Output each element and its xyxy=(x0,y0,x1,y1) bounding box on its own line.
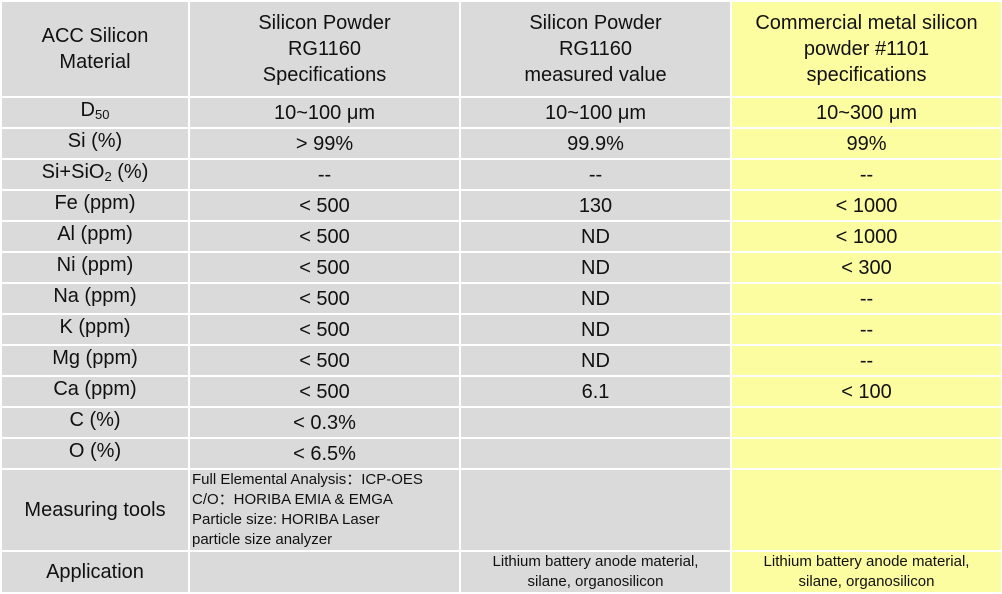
table-row: Al (ppm) < 500 ND < 1000 xyxy=(0,220,1002,253)
measured-value: 10~100 μm xyxy=(459,96,732,129)
table-row: Mg (ppm) < 500 ND -- xyxy=(0,344,1002,377)
measured-value: -- xyxy=(459,158,732,191)
spec-value: < 500 xyxy=(188,375,461,408)
commercial-value: < 1000 xyxy=(730,189,1002,222)
measured-value: ND xyxy=(459,220,732,253)
table-row: Si (%) > 99% 99.9% 99% xyxy=(0,127,1002,160)
commercial-value: -- xyxy=(730,344,1002,377)
header-spec: Silicon Powder RG1160 Specifications xyxy=(188,0,461,98)
row-label: C (%) xyxy=(0,406,190,439)
row-label: Al (ppm) xyxy=(0,220,190,253)
measuring-tools-commercial xyxy=(730,468,1002,552)
row-label: Si+SiO2 (%) xyxy=(0,158,190,191)
measured-value: ND xyxy=(459,251,732,284)
spec-value: < 500 xyxy=(188,282,461,315)
measured-value xyxy=(459,406,732,439)
table-row: Fe (ppm) < 500 130 < 1000 xyxy=(0,189,1002,222)
table-row: D50 10~100 μm 10~100 μm 10~300 μm xyxy=(0,96,1002,129)
header-commercial: Commercial metal silicon powder #1101 sp… xyxy=(730,0,1002,98)
row-label: Ni (ppm) xyxy=(0,251,190,284)
spec-value: < 500 xyxy=(188,344,461,377)
commercial-value xyxy=(730,437,1002,470)
row-label: Na (ppm) xyxy=(0,282,190,315)
measuring-tools-label: Measuring tools xyxy=(0,468,190,552)
table-row: Na (ppm) < 500 ND -- xyxy=(0,282,1002,315)
measured-value: 99.9% xyxy=(459,127,732,160)
measured-value: 6.1 xyxy=(459,375,732,408)
spec-value: < 0.3% xyxy=(188,406,461,439)
table-row: O (%) < 6.5% xyxy=(0,437,1002,470)
spec-value: < 500 xyxy=(188,251,461,284)
spec-value: < 500 xyxy=(188,313,461,346)
spec-value: < 6.5% xyxy=(188,437,461,470)
spec-value: -- xyxy=(188,158,461,191)
commercial-value: < 100 xyxy=(730,375,1002,408)
row-label: K (ppm) xyxy=(0,313,190,346)
commercial-value: -- xyxy=(730,313,1002,346)
table-row: C (%) < 0.3% xyxy=(0,406,1002,439)
table-row: K (ppm) < 500 ND -- xyxy=(0,313,1002,346)
commercial-value: < 1000 xyxy=(730,220,1002,253)
measuring-tools-measured xyxy=(459,468,732,552)
spec-value: > 99% xyxy=(188,127,461,160)
spec-value: < 500 xyxy=(188,189,461,222)
application-row: Application Lithium battery anode materi… xyxy=(0,550,1002,594)
measured-value: ND xyxy=(459,313,732,346)
header-row: ACC Silicon Material Silicon Powder RG11… xyxy=(0,0,1002,98)
measuring-tools-row: Measuring tools Full Elemental Analysis：… xyxy=(0,468,1002,552)
application-measured: Lithium battery anode material, silane, … xyxy=(459,550,732,594)
measured-value: ND xyxy=(459,282,732,315)
commercial-value xyxy=(730,406,1002,439)
header-measured: Silicon Powder RG1160 measured value xyxy=(459,0,732,98)
measuring-tools-details: Full Elemental Analysis：ICP-OES C/O：HORI… xyxy=(188,468,461,552)
commercial-value: -- xyxy=(730,158,1002,191)
measured-value xyxy=(459,437,732,470)
measured-value: ND xyxy=(459,344,732,377)
spec-value: 10~100 μm xyxy=(188,96,461,129)
row-label: Ca (ppm) xyxy=(0,375,190,408)
row-label: Fe (ppm) xyxy=(0,189,190,222)
application-label: Application xyxy=(0,550,190,594)
row-label: D50 xyxy=(0,96,190,129)
measured-value: 130 xyxy=(459,189,732,222)
table-row: Si+SiO2 (%) -- -- -- xyxy=(0,158,1002,191)
tool-line: Particle size: HORIBA Laser xyxy=(192,511,380,528)
tool-line: C/O：HORIBA EMIA & EMGA xyxy=(192,491,393,508)
header-material: ACC Silicon Material xyxy=(0,0,190,98)
commercial-value: 99% xyxy=(730,127,1002,160)
spec-value: < 500 xyxy=(188,220,461,253)
row-label: Si (%) xyxy=(0,127,190,160)
commercial-value: -- xyxy=(730,282,1002,315)
tool-line: Full Elemental Analysis：ICP-OES xyxy=(192,471,423,488)
commercial-value: < 300 xyxy=(730,251,1002,284)
commercial-value: 10~300 μm xyxy=(730,96,1002,129)
application-spec xyxy=(188,550,461,594)
tool-line: particle size analyzer xyxy=(192,531,333,548)
row-label: O (%) xyxy=(0,437,190,470)
table-row: Ca (ppm) < 500 6.1 < 100 xyxy=(0,375,1002,408)
row-label: Mg (ppm) xyxy=(0,344,190,377)
table-row: Ni (ppm) < 500 ND < 300 xyxy=(0,251,1002,284)
application-commercial: Lithium battery anode material, silane, … xyxy=(730,550,1002,594)
